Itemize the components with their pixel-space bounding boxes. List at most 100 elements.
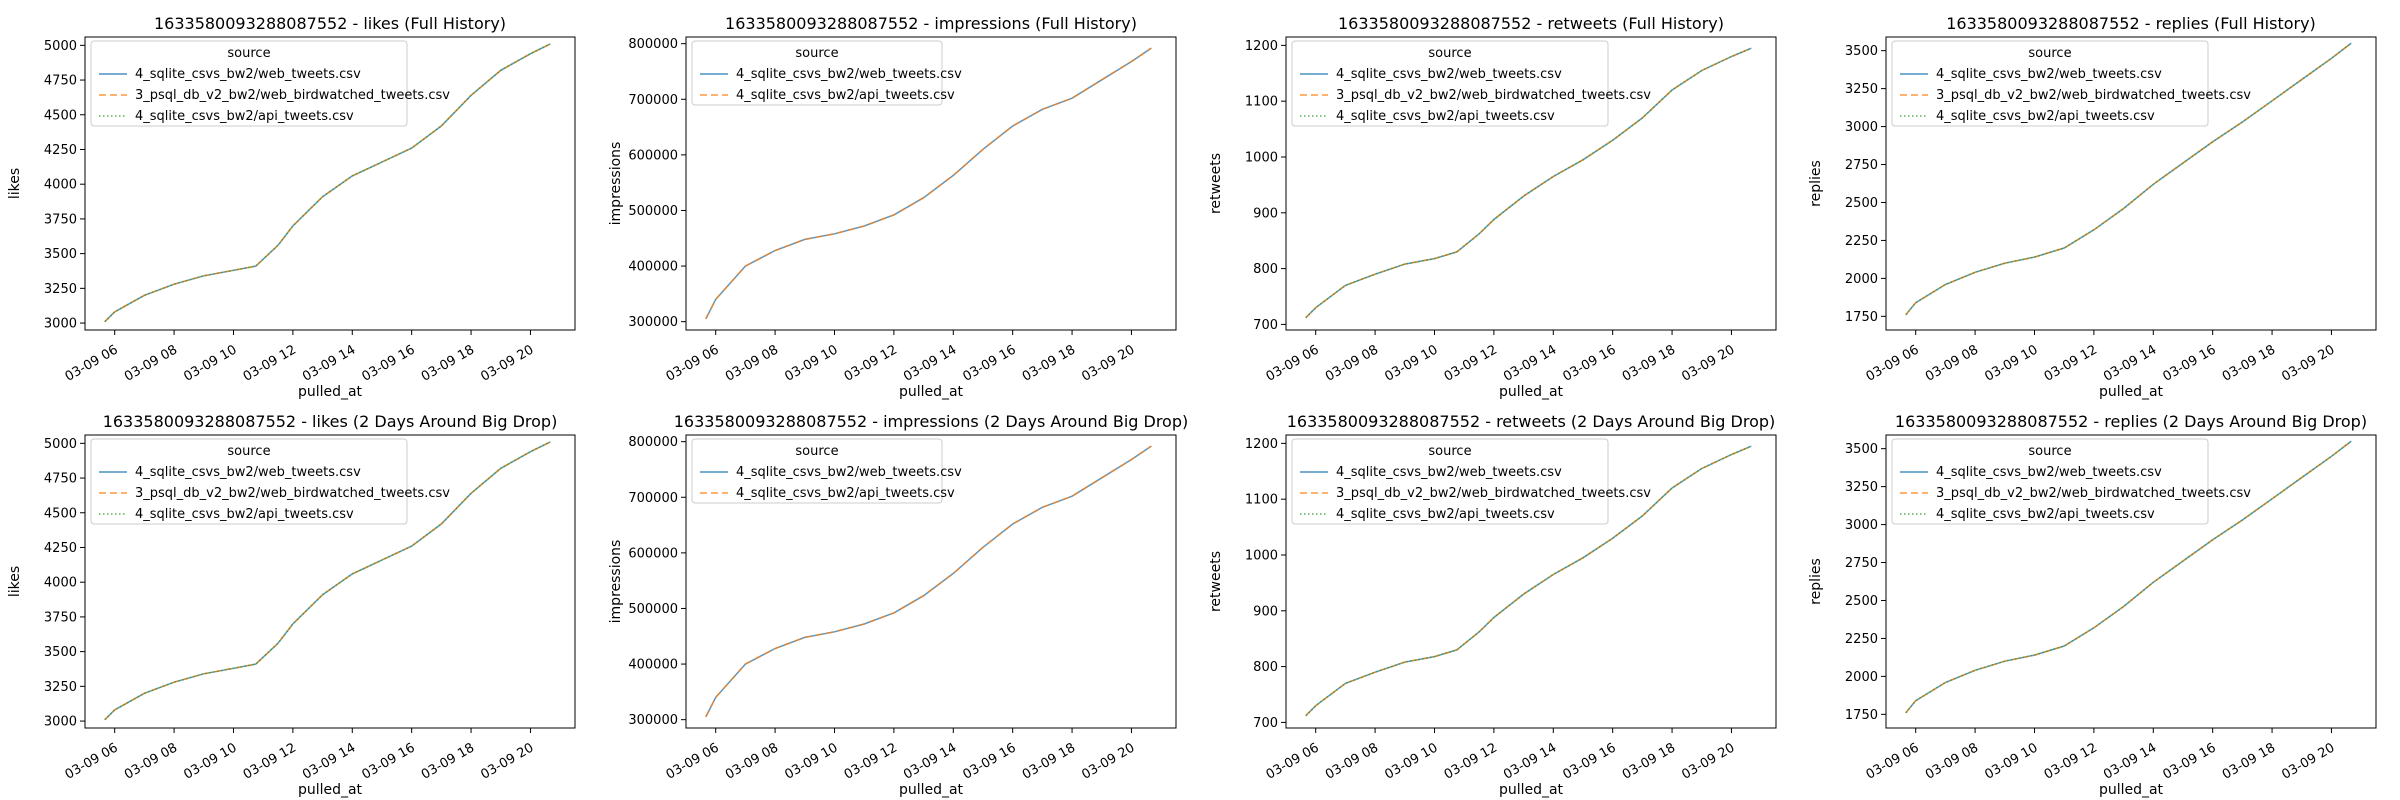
legend-entry: 4_sqlite_csvs_bw2/api_tweets.csv [1336, 507, 1555, 522]
y-tick-label: 5000 [44, 437, 77, 452]
legend: source 4_sqlite_csvs_bw2/web_tweets.csv 3_… [1891, 40, 2251, 127]
x-tick-label: 03-09 12 [1442, 740, 1500, 782]
x-tick-label: 03-09 10 [782, 342, 840, 384]
legend-entry: 4_sqlite_csvs_bw2/api_tweets.csv [1936, 507, 2155, 522]
y-tick-label: 3500 [1845, 44, 1878, 59]
y-axis-label: likes [7, 566, 23, 597]
y-tick-label: 4000 [44, 178, 77, 193]
x-tick-label: 03-09 06 [1864, 342, 1922, 384]
y-tick-label: 500000 [628, 204, 678, 219]
legend-box [90, 40, 408, 127]
axes-frame [1885, 434, 2377, 729]
x-tick-label: 03-09 18 [1620, 342, 1678, 384]
series-line-2 [705, 47, 1152, 320]
legend-entry: 4_sqlite_csvs_bw2/web_tweets.csv [135, 465, 361, 480]
chart-title: 1633580093288087552 - likes (Full Histor… [154, 14, 506, 33]
subplot-6: 1633580093288087552 - impressions (2 Day… [608, 412, 1188, 798]
y-tick-label: 400000 [628, 658, 678, 673]
x-axis-label: pulled_at [899, 782, 964, 798]
y-tick-label: 800 [1253, 262, 1278, 277]
x-tick-label: 03-09 06 [1264, 342, 1322, 384]
x-tick-label: 03-09 06 [1264, 740, 1322, 782]
x-tick-label: 03-09 12 [1442, 342, 1500, 384]
subplot-5: 1633580093288087552 - likes (2 Days Arou… [7, 412, 576, 798]
series-line-2 [1905, 440, 2352, 714]
y-axis-label: replies [1808, 160, 1824, 207]
legend-entry: 3_psql_db_v2_bw2/web_birdwatched_tweets.… [1336, 486, 1651, 501]
legend-entry: 4_sqlite_csvs_bw2/web_tweets.csv [1336, 67, 1562, 82]
x-tick-label: 03-09 08 [1323, 740, 1381, 782]
y-tick-label: 700000 [628, 93, 678, 108]
legend-box [1891, 40, 2209, 127]
y-tick-label: 2000 [1845, 670, 1878, 685]
legend-entry: 4_sqlite_csvs_bw2/web_tweets.csv [736, 465, 962, 480]
y-tick-label: 600000 [628, 148, 678, 163]
x-tick-label: 03-09 16 [1561, 740, 1619, 782]
legend-entry: 4_sqlite_csvs_bw2/api_tweets.csv [736, 486, 955, 501]
x-tick-label: 03-09 10 [1382, 740, 1440, 782]
subplot-2: 1633580093288087552 - impressions (Full … [608, 14, 1177, 400]
x-tick-label: 03-09 20 [1079, 740, 1137, 782]
x-tick-label: 03-09 10 [1382, 342, 1440, 384]
y-tick-label: 3250 [44, 680, 77, 695]
x-tick-label: 03-09 12 [842, 740, 900, 782]
y-tick-label: 600000 [628, 546, 678, 561]
x-tick-label: 03-09 18 [2220, 342, 2278, 384]
y-tick-label: 4500 [44, 506, 77, 521]
y-tick-label: 1750 [1845, 310, 1878, 325]
x-tick-label: 03-09 06 [63, 740, 121, 782]
legend-entry: 3_psql_db_v2_bw2/web_birdwatched_tweets.… [1936, 486, 2251, 501]
y-tick-label: 700000 [628, 491, 678, 506]
axes-frame [685, 434, 1177, 729]
x-tick-label: 03-09 12 [842, 342, 900, 384]
y-tick-label: 900 [1253, 604, 1278, 619]
legend-entry: 3_psql_db_v2_bw2/web_birdwatched_tweets.… [135, 486, 450, 501]
x-tick-label: 03-09 08 [723, 740, 781, 782]
x-tick-label: 03-09 14 [1501, 740, 1559, 782]
x-axis-label: pulled_at [2099, 782, 2164, 798]
axes-frame [1285, 36, 1777, 331]
legend-title: source [2028, 444, 2071, 459]
x-tick-label: 03-09 06 [664, 740, 722, 782]
legend-entry: 4_sqlite_csvs_bw2/api_tweets.csv [135, 109, 354, 124]
legend-entry: 4_sqlite_csvs_bw2/api_tweets.csv [1936, 109, 2155, 124]
legend-entry: 4_sqlite_csvs_bw2/web_tweets.csv [135, 67, 361, 82]
y-axis-label: likes [7, 168, 23, 199]
y-tick-label: 300000 [628, 713, 678, 728]
y-tick-label: 3500 [44, 645, 77, 660]
legend-entry: 4_sqlite_csvs_bw2/web_tweets.csv [736, 67, 962, 82]
y-tick-label: 1000 [1245, 150, 1278, 165]
y-tick-label: 3500 [1845, 442, 1878, 457]
y-tick-label: 3500 [44, 247, 77, 262]
legend: source 4_sqlite_csvs_bw2/web_tweets.csv 3_… [90, 40, 450, 127]
x-tick-label: 03-09 20 [2279, 740, 2337, 782]
x-tick-label: 03-09 20 [1679, 342, 1737, 384]
x-tick-label: 03-09 14 [300, 342, 358, 384]
x-axis-label: pulled_at [899, 384, 964, 400]
x-tick-label: 03-09 18 [1020, 342, 1078, 384]
legend: source 4_sqlite_csvs_bw2/web_tweets.csv 3_… [1891, 438, 2251, 525]
y-tick-label: 3000 [44, 715, 77, 730]
series-line-2 [1905, 42, 2352, 316]
y-tick-label: 800000 [628, 435, 678, 450]
axes-frame [84, 36, 576, 331]
y-tick-label: 3000 [44, 317, 77, 332]
legend: source 4_sqlite_csvs_bw2/web_tweets.csv 4_… [691, 438, 962, 504]
legend-title: source [1428, 46, 1471, 61]
x-axis-label: pulled_at [298, 782, 363, 798]
x-axis-label: pulled_at [2099, 384, 2164, 400]
y-tick-label: 3000 [1845, 120, 1878, 135]
y-tick-label: 2750 [1845, 158, 1878, 173]
legend-title: source [1428, 444, 1471, 459]
x-tick-label: 03-09 10 [782, 740, 840, 782]
y-tick-label: 4000 [44, 576, 77, 591]
y-tick-label: 4750 [44, 74, 77, 89]
series-line-2 [705, 445, 1152, 718]
y-tick-label: 1100 [1245, 95, 1278, 110]
legend-title: source [227, 46, 270, 61]
x-tick-label: 03-09 12 [241, 342, 299, 384]
x-tick-label: 03-09 12 [2042, 342, 2100, 384]
y-tick-label: 900 [1253, 206, 1278, 221]
legend-box [1291, 40, 1609, 127]
legend-box [1891, 438, 2209, 525]
